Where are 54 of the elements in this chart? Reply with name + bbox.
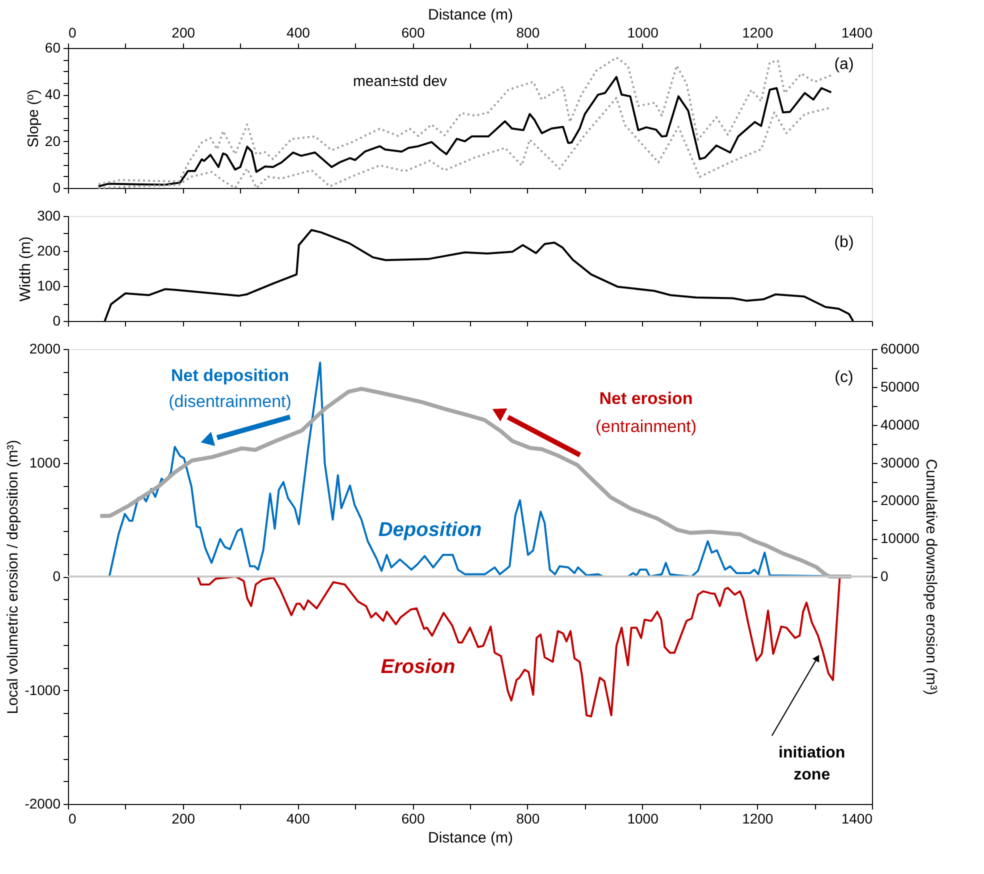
annotation: (b) [834, 234, 854, 251]
y-tick-label: 40 [44, 86, 61, 102]
x2-tick-label: 1400 [841, 24, 873, 40]
x2-tick-label: 400 [286, 24, 310, 40]
y2-tick-label: 20000 [880, 492, 920, 508]
x2-tick-label: 0 [68, 24, 76, 40]
annotation: (disentrainment) [168, 392, 292, 411]
y-axis-title: Slope (º) [24, 89, 42, 148]
annotation: (entrainment) [595, 417, 697, 436]
annotation: (c) [834, 369, 854, 386]
annotation: Net erosion [599, 389, 693, 408]
x-tick-label: 800 [516, 810, 540, 826]
annotation: mean±std dev [352, 73, 448, 90]
x-tick-label: 1000 [627, 810, 659, 826]
y-tick-label: 0 [52, 180, 61, 196]
y2-tick-label: 40000 [880, 416, 920, 432]
y-tick-label: 0 [52, 568, 61, 584]
y2-axis-title: Cumulative downslope erosion (m³) [922, 459, 940, 695]
annotation: Net deposition [170, 366, 290, 385]
y2-tick-label: 0 [880, 568, 888, 584]
y-tick-label: 100 [37, 278, 61, 294]
y-tick-label: 2000 [29, 340, 61, 356]
y-tick-label: 300 [37, 208, 61, 224]
y-tick-label: -2000 [24, 796, 61, 812]
x-tick-label: 200 [172, 810, 196, 826]
x-tick-label: 400 [286, 810, 310, 826]
x2-axis-title: Distance (m) [428, 6, 514, 24]
series-label: Deposition [378, 519, 482, 541]
x-tick-label: 1400 [841, 810, 873, 826]
y2-tick-label: 10000 [880, 530, 920, 546]
y2-tick-label: 50000 [880, 378, 920, 394]
x-tick-label: 0 [68, 810, 76, 826]
y-tick-label: 60 [44, 40, 61, 56]
x2-tick-label: 200 [172, 24, 196, 40]
x2-tick-label: 600 [401, 24, 425, 40]
y-tick-label: 1000 [29, 454, 61, 470]
x2-tick-label: 1000 [627, 24, 659, 40]
y-axis-title: Local volumetric erosion / deposition (m³) [4, 440, 22, 714]
line-series [97, 56, 832, 186]
x-tick-label: 1200 [742, 810, 774, 826]
y-axis-title: Width (m) [17, 236, 34, 302]
x-tick-label: 600 [401, 810, 425, 826]
series-label: Erosion [380, 656, 456, 678]
y2-tick-label: 30000 [880, 454, 920, 470]
x-axis-title: Distance (m) [428, 830, 514, 846]
annotation: initiation zone [778, 744, 846, 784]
y-tick-label: 200 [37, 242, 61, 258]
x2-tick-label: 1200 [742, 24, 774, 40]
y-tick-label: 0 [52, 312, 61, 328]
y2-tick-label: 60000 [880, 340, 920, 356]
x2-tick-label: 800 [516, 24, 540, 40]
annotation: (a) [834, 56, 854, 73]
y-tick-label: -1000 [24, 682, 61, 698]
y-tick-label: 20 [44, 132, 61, 149]
